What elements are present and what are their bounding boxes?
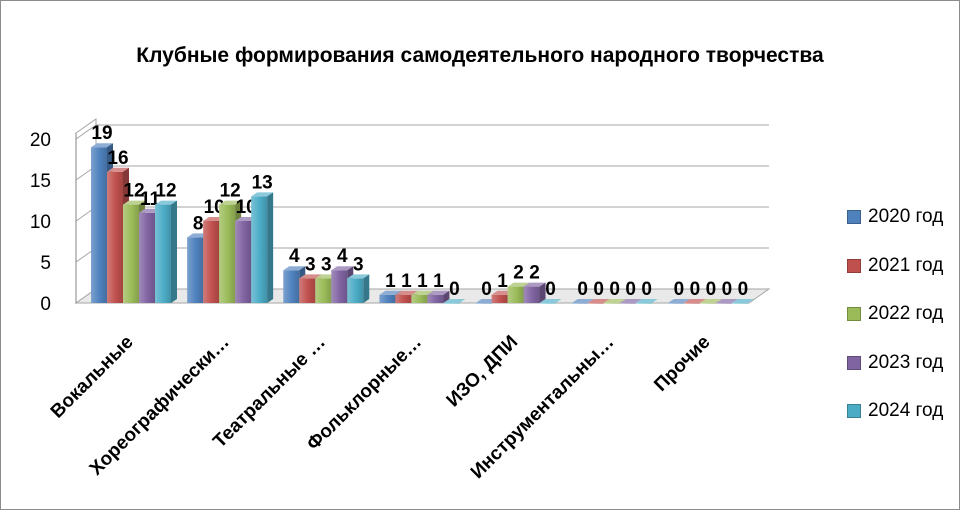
data-label: 8	[193, 213, 204, 234]
legend-swatch	[847, 258, 861, 273]
data-label: 2	[513, 263, 524, 284]
y-tick-label: 15	[30, 171, 51, 192]
y-tick-label: 20	[30, 130, 51, 151]
bar	[619, 299, 642, 304]
gridline-side	[75, 124, 97, 140]
bar	[443, 299, 466, 304]
chart-legend: 2020 год 2021 год 2022 год 2023 год 2024 год	[847, 193, 960, 436]
legend-label: 2022 год	[868, 303, 944, 325]
data-label: 16	[107, 148, 128, 169]
data-label: 0	[722, 279, 733, 300]
bar	[427, 290, 450, 303]
chart-title: Клубные формирования самодеятельного нар…	[136, 44, 824, 67]
bar	[715, 299, 738, 304]
data-label: 0	[706, 279, 717, 300]
data-label: 12	[155, 181, 176, 202]
data-label: 2	[529, 263, 540, 284]
data-label: 1	[401, 271, 412, 292]
data-label: 0	[449, 279, 460, 300]
x-tick-label: Прочие	[650, 332, 714, 396]
legend-swatch	[847, 355, 861, 370]
x-tick-label: Вокальные	[47, 332, 138, 423]
bar	[603, 299, 626, 304]
legend-swatch	[847, 404, 861, 419]
data-label: 13	[252, 172, 273, 193]
bar	[251, 192, 274, 303]
data-label: 0	[593, 279, 604, 300]
bar	[539, 299, 562, 304]
bar	[683, 299, 706, 304]
legend-label: 2020 год	[868, 206, 944, 228]
data-label: 3	[353, 254, 364, 275]
y-tick-label: 5	[40, 253, 51, 274]
legend-item: 2023 год	[847, 339, 960, 388]
legend-label: 2024 год	[868, 400, 944, 422]
bar	[347, 274, 370, 303]
data-label: 1	[497, 271, 508, 292]
legend-label: 2021 год	[868, 254, 944, 276]
legend-item: 2022 год	[847, 290, 960, 339]
legend-item: 2021 год	[847, 242, 960, 291]
data-label: 12	[220, 181, 241, 202]
bar	[155, 200, 177, 303]
data-label: 0	[577, 279, 588, 300]
data-label: 4	[337, 246, 348, 267]
data-label: 0	[690, 279, 701, 300]
data-label: 12	[123, 181, 144, 202]
bar	[587, 299, 610, 304]
data-label: 1	[385, 271, 396, 292]
data-label: 1	[417, 271, 428, 292]
data-label: 0	[481, 279, 492, 300]
y-tick-label: 0	[40, 294, 51, 315]
legend-item: 2020 год	[847, 193, 960, 242]
bar	[699, 299, 722, 304]
bar	[635, 299, 658, 304]
data-label: 0	[674, 279, 685, 300]
x-tick-label: ИЗО, ДПИ	[443, 332, 523, 412]
bar	[731, 299, 754, 304]
y-tick-label: 10	[30, 212, 51, 233]
data-label: 0	[641, 279, 652, 300]
bar	[523, 282, 546, 303]
legend-item: 2024 год	[847, 387, 960, 436]
data-label: 4	[289, 246, 300, 267]
legend-swatch	[847, 210, 861, 225]
data-label: 19	[91, 123, 112, 144]
data-label: 0	[609, 279, 620, 300]
bar	[571, 299, 594, 304]
legend-swatch	[847, 307, 861, 322]
data-label: 3	[321, 254, 332, 275]
bar	[667, 299, 690, 304]
data-label: 0	[625, 279, 636, 300]
legend-label: 2023 год	[868, 351, 944, 373]
data-label: 0	[738, 279, 749, 300]
data-label: 1	[433, 271, 444, 292]
data-label: 0	[545, 279, 556, 300]
data-label: 3	[305, 254, 316, 275]
